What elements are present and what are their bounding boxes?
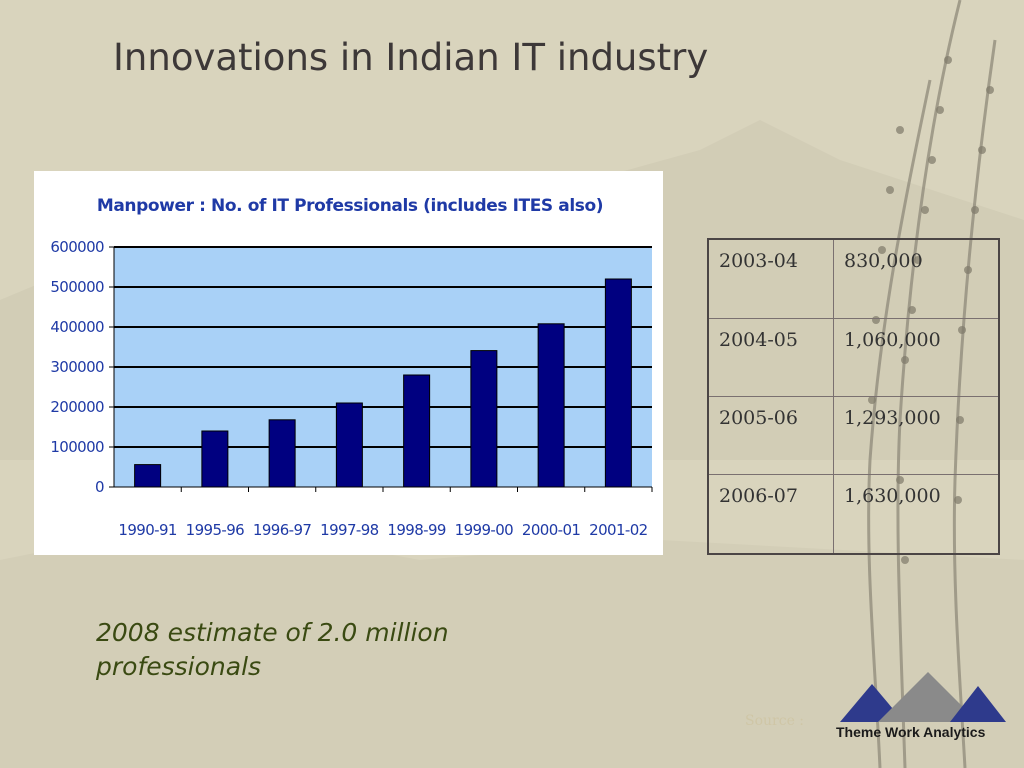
table-year-cell: 2005-06 xyxy=(707,395,834,476)
source-note: Source : xyxy=(745,713,805,729)
slide-title: Innovations in Indian IT industry xyxy=(113,36,709,79)
table-year-cell: 2003-04 xyxy=(707,238,834,319)
table-value-cell: 830,000 xyxy=(833,238,1000,319)
x-tick-label: 1998-99 xyxy=(387,521,446,539)
bar xyxy=(604,278,632,488)
bar xyxy=(134,464,162,488)
y-tick-label: 0 xyxy=(95,478,104,496)
bar xyxy=(335,402,363,488)
table-row: 2004-05 1,060,000 xyxy=(707,317,1000,397)
table-value-cell: 1,630,000 xyxy=(833,474,1000,555)
y-tick-label: 300000 xyxy=(50,358,104,376)
chart-plot-area: 600000 500000 400000 300000 200000 100000 0 199… xyxy=(50,238,653,539)
bar-chart-svg: Manpower : No. of IT Professionals (incl… xyxy=(50,196,653,539)
x-tick-label: 1999-00 xyxy=(455,521,514,539)
bar xyxy=(470,350,498,488)
x-tick-label: 2000-01 xyxy=(522,521,581,539)
table-year-cell: 2004-05 xyxy=(707,317,834,397)
y-tick-label: 600000 xyxy=(50,238,104,256)
bar xyxy=(537,323,565,488)
x-tick-label: 1995-96 xyxy=(186,521,245,539)
bar xyxy=(201,430,229,488)
y-tick-label: 200000 xyxy=(50,398,104,416)
professionals-table: 2003-04 830,000 2004-05 1,060,000 2005-0… xyxy=(707,238,1000,555)
table-row: 2003-04 830,000 xyxy=(707,238,1000,319)
table-value-cell: 1,060,000 xyxy=(833,317,1000,397)
chart-title: Manpower : No. of IT Professionals (incl… xyxy=(97,196,603,216)
table-year-cell: 2006-07 xyxy=(707,474,834,555)
table-row: 2006-07 1,630,000 xyxy=(707,474,1000,555)
table-value-cell: 1,293,000 xyxy=(833,395,1000,476)
table-row: 2005-06 1,293,000 xyxy=(707,395,1000,476)
y-tick-label: 100000 xyxy=(50,438,104,456)
y-tick-label: 400000 xyxy=(50,318,104,336)
x-tick-label: 1996-97 xyxy=(253,521,312,539)
bar-chart: Manpower : No. of IT Professionals (incl… xyxy=(34,171,663,555)
theme-work-analytics-logo-icon xyxy=(840,672,1006,722)
estimate-text: 2008 estimate of 2.0 million professiona… xyxy=(96,618,449,681)
y-tick-label: 500000 xyxy=(50,278,104,296)
x-tick-label: 1997-98 xyxy=(320,521,379,539)
logo-text: Theme Work Analytics xyxy=(836,724,986,740)
bar xyxy=(268,419,296,488)
x-tick-label: 1990-91 xyxy=(118,521,177,539)
x-tick-label: 2001-02 xyxy=(589,521,648,539)
bar xyxy=(403,374,431,488)
